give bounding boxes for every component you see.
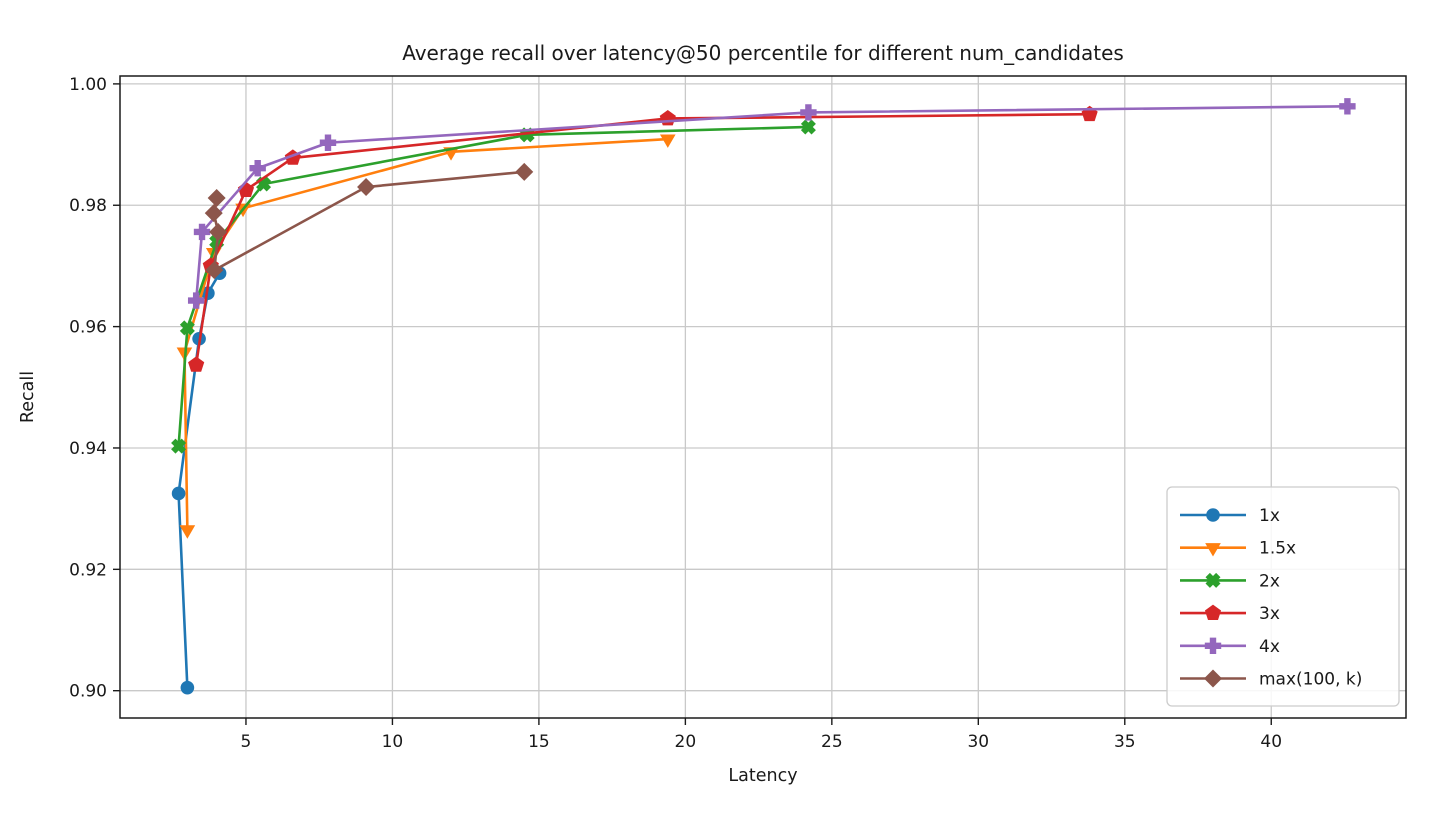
- data-point-4x: [249, 160, 266, 177]
- legend-entry-1.5x: 1.5x: [1180, 539, 1296, 559]
- legend-entry-max(100, k): max(100, k): [1180, 669, 1362, 690]
- legend-marker-triangle-down: [1205, 543, 1221, 557]
- data-point-max(100, k): [207, 188, 226, 207]
- legend-box: [1166, 486, 1400, 707]
- series-max(100, k): [204, 162, 534, 280]
- legend-label: 2x: [1259, 571, 1280, 591]
- data-point-max(100, k): [515, 162, 534, 181]
- x-tick-label: 20: [675, 732, 697, 752]
- series-4x: [187, 98, 1356, 309]
- y-tick-label: 1.00: [69, 75, 107, 95]
- data-point-3x: [659, 109, 676, 126]
- legend-label: 1x: [1259, 506, 1280, 526]
- y-tick-label: 0.98: [69, 196, 107, 216]
- series-line-4x: [194, 105, 1348, 301]
- legend-label: 4x: [1259, 637, 1280, 657]
- y-axis-label: Recall: [18, 371, 38, 423]
- y-tick-label: 0.90: [69, 682, 107, 702]
- x-tick-label: 10: [382, 732, 404, 752]
- y-tick-label: 0.96: [69, 318, 107, 338]
- legend-label: 3x: [1259, 604, 1280, 624]
- legend-label: max(100, k): [1259, 670, 1362, 690]
- chart-title: Average recall over latency@50 percentil…: [402, 41, 1124, 65]
- data-point-4x: [319, 134, 337, 151]
- data-point-4x: [1339, 98, 1356, 115]
- data-point-1x: [180, 680, 195, 695]
- x-tick-label: 15: [528, 732, 550, 752]
- data-point-max(100, k): [357, 178, 376, 197]
- data-point-1.5x: [179, 525, 196, 539]
- x-tick-label: 40: [1260, 732, 1282, 752]
- data-point-4x: [800, 104, 817, 121]
- legend-entry-3x: 3x: [1180, 604, 1280, 624]
- data-point-max(100, k): [204, 204, 223, 223]
- legend-marker-plus-filled: [1204, 637, 1222, 654]
- data-point-1x: [171, 486, 186, 501]
- data-point-3x: [188, 356, 205, 372]
- x-axis-label: Latency: [728, 766, 797, 786]
- plot-border: [119, 75, 1407, 719]
- y-tick-label: 0.92: [69, 560, 107, 580]
- legend-label: 1.5x: [1259, 539, 1296, 559]
- legend-entry-2x: 2x: [1180, 571, 1280, 591]
- legend-marker-circle: [1206, 508, 1220, 522]
- x-tick-label: 25: [821, 732, 843, 752]
- legend-marker-diamond: [1204, 669, 1222, 688]
- data-point-2x: [179, 320, 195, 336]
- data-point-max(100, k): [209, 222, 228, 241]
- series-line-2x: [177, 125, 809, 447]
- y-tick-label: 0.94: [69, 439, 107, 459]
- data-point-2x: [800, 119, 816, 135]
- x-tick-label: 35: [1114, 732, 1136, 752]
- x-tick-label: 5: [241, 732, 252, 752]
- data-point-4x: [193, 223, 211, 241]
- legend-entry-4x: 4x: [1180, 637, 1280, 657]
- data-point-1.5x: [659, 134, 676, 148]
- data-point-2x: [171, 438, 187, 454]
- series-layer: [171, 98, 1356, 695]
- data-point-4x: [187, 292, 205, 309]
- data-point-max(100, k): [205, 261, 224, 280]
- x-tick-label: 30: [967, 732, 989, 752]
- legend-entry-1x: 1x: [1180, 506, 1280, 526]
- series-1x: [171, 266, 227, 695]
- series-line-1.5x: [183, 137, 668, 530]
- legend-marker-pentagon: [1204, 604, 1222, 620]
- legend: 1x 1.5x 2x 3x 4x max(100, k): [1166, 486, 1400, 707]
- axes-layer: 5 10 15 20 25 30 35 40 0.90 0.92 0.94 0.96 0.98 1.00: [69, 75, 1407, 752]
- legend-marker-x-filled: [1205, 572, 1221, 588]
